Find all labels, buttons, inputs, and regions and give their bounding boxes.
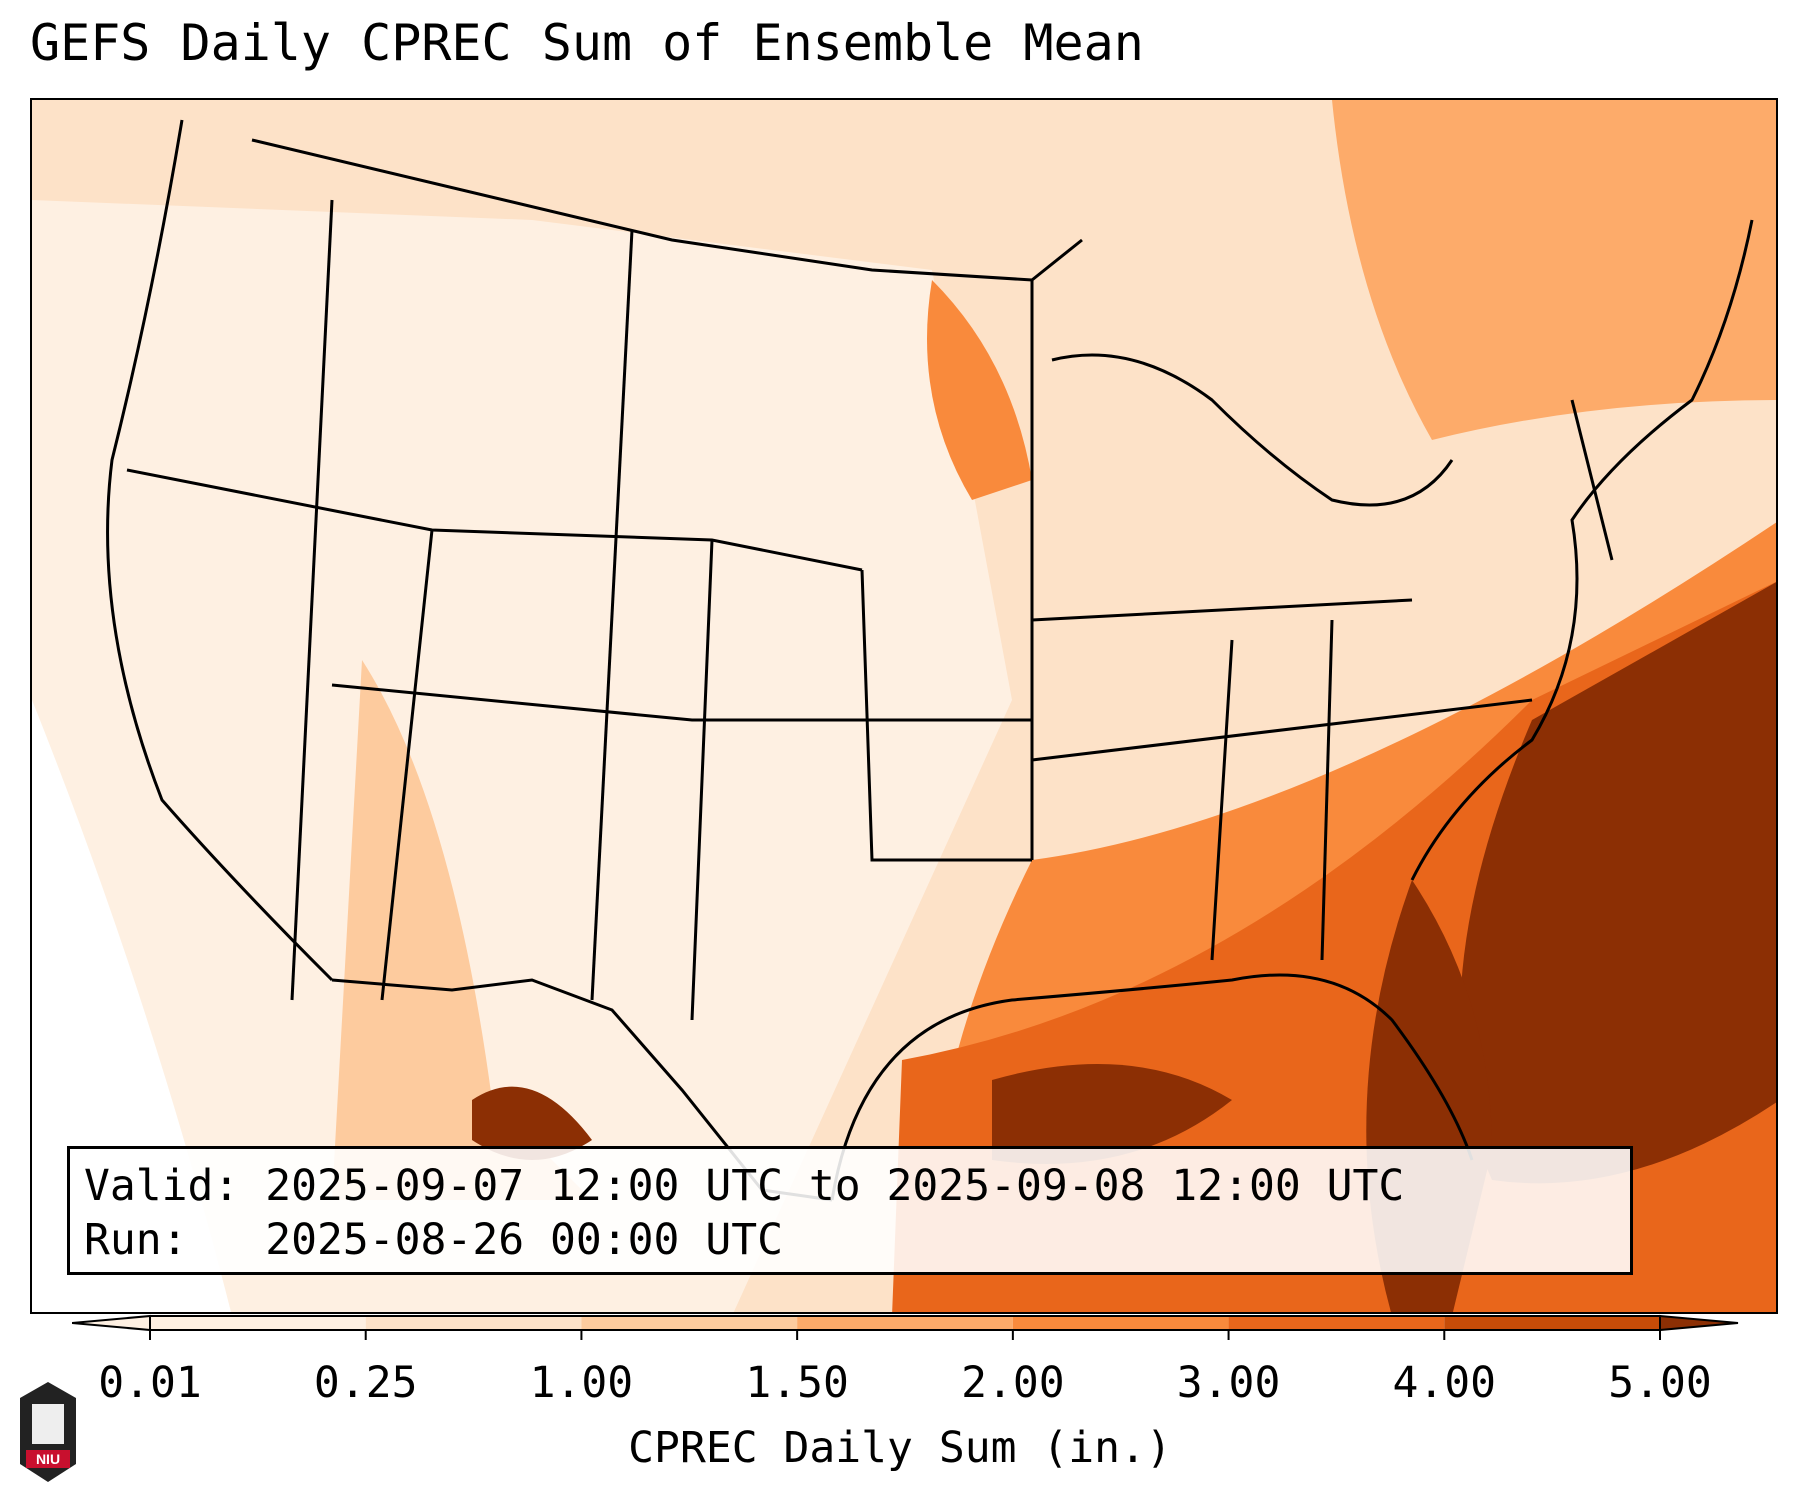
colorbar-tick-label: 1.00: [529, 1358, 634, 1408]
colorbar-segment: [365, 1316, 582, 1330]
colorbar-segment: [1012, 1316, 1229, 1330]
precip-map: [30, 98, 1778, 1314]
colorbar-outline: [149, 1315, 1661, 1331]
colorbar-extend-high: [1659, 1314, 1739, 1332]
northeast-precip: [1332, 100, 1776, 440]
southwest-precip: [332, 660, 592, 1200]
logo-text: NIU: [36, 1451, 60, 1467]
colorbar-segment: [1228, 1316, 1445, 1330]
colorbar-tick-label: 5.00: [1608, 1358, 1712, 1408]
colorbar-tick-label: 3.00: [1176, 1358, 1281, 1408]
colorbar: [72, 1314, 1739, 1340]
colorbar-tick-label: 0.01: [98, 1358, 202, 1408]
colorbar-extend-low: [72, 1314, 151, 1332]
colorbar-segment: [581, 1316, 798, 1330]
colorbar-segment: [150, 1316, 366, 1330]
validity-info-box: Valid: 2025-09-07 12:00 UTC to 2025-09-0…: [67, 1146, 1633, 1275]
colorbar-segment: [797, 1316, 1013, 1330]
valid-time-line: Valid: 2025-09-07 12:00 UTC to 2025-09-0…: [84, 1161, 1405, 1211]
atlantic-max-precip: [1460, 582, 1776, 1184]
mexico-max-precip: [472, 1086, 592, 1160]
upper-midwest-precip: [927, 280, 1032, 500]
niu-logo-icon: NIU: [20, 1382, 76, 1482]
colorbar-tick-label: 4.00: [1392, 1358, 1497, 1408]
map-title: GEFS Daily CPREC Sum of Ensemble Mean: [30, 14, 1144, 72]
colorbar-tick-label: 2.00: [961, 1358, 1065, 1408]
state-borders: [106, 119, 1754, 1202]
colorbar-label: CPREC Daily Sum (in.): [628, 1423, 1172, 1473]
colorbar-tick-label: 0.25: [313, 1358, 418, 1408]
map-canvas: [32, 100, 1776, 1312]
gulf-max-precip: [992, 1064, 1232, 1164]
colorbar-tick-label: 1.50: [745, 1358, 849, 1408]
light-precip-region: [32, 200, 1012, 1312]
run-time-line: Run: 2025-08-26 00:00 UTC: [84, 1215, 783, 1265]
colorbar-segment: [1444, 1316, 1660, 1330]
colorbar-segments: [72, 1314, 1739, 1340]
